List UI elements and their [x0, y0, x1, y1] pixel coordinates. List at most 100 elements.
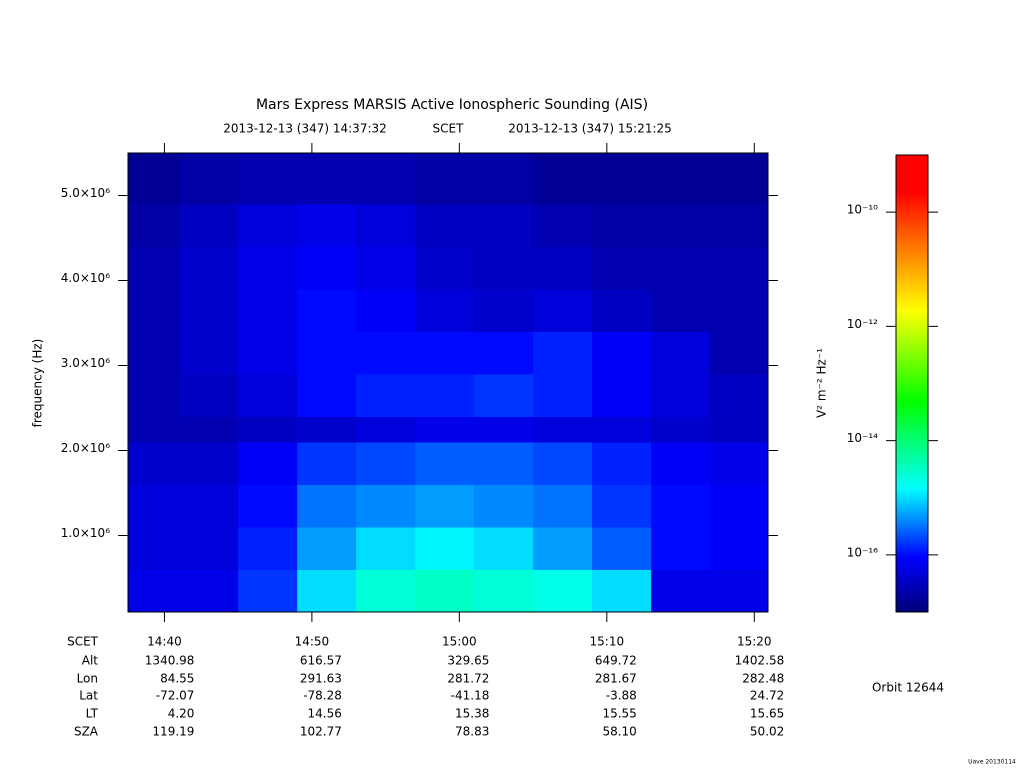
ephemeris-value: 1340.98 — [145, 654, 195, 668]
x-tick-label: 15:00 — [442, 635, 477, 649]
x-tick-label: 14:40 — [147, 635, 182, 649]
heatmap-cell — [474, 153, 534, 205]
y-tick-label: 4.0×10⁶ — [61, 271, 110, 285]
x-tick-label: 15:20 — [737, 635, 772, 649]
ephemeris-value: 14.56 — [308, 707, 342, 721]
heatmap-cell — [179, 416, 239, 443]
heatmap-cell — [128, 289, 180, 332]
ephemeris-value: 15.55 — [602, 707, 636, 721]
heatmap-cell — [592, 374, 652, 417]
ephemeris-value: 291.63 — [300, 672, 342, 686]
heatmap-cell — [238, 204, 298, 247]
ephemeris-value: 281.67 — [595, 672, 637, 686]
heatmap-cell — [356, 374, 416, 417]
heatmap-cell — [474, 416, 534, 443]
heatmap-cell — [297, 289, 357, 332]
y-tick-label: 3.0×10⁶ — [61, 356, 110, 370]
heatmap-cell — [710, 527, 769, 570]
heatmap-cell — [238, 527, 298, 570]
heatmap-cell — [179, 153, 239, 205]
subtitle-frame: SCET — [433, 122, 465, 136]
heatmap-cell — [533, 204, 593, 247]
heatmap-cell — [415, 204, 475, 247]
ephemeris-value: -72.07 — [156, 689, 195, 703]
ephemeris-value: 282.48 — [742, 672, 784, 686]
heatmap-cell — [710, 484, 769, 528]
heatmap-cell — [474, 289, 534, 332]
subtitle-start: 2013-12-13 (347) 14:37:32 — [223, 122, 387, 136]
heatmap-cell — [238, 416, 298, 443]
heatmap-cell — [651, 484, 711, 528]
heatmap-cell — [710, 204, 769, 247]
heatmap-cell — [533, 569, 593, 613]
ephemeris-value: 119.19 — [152, 725, 194, 739]
heatmap-cell — [128, 527, 180, 570]
ephemeris-value: 15.38 — [455, 707, 489, 721]
heatmap-cell — [415, 569, 475, 613]
heatmap-cell — [592, 416, 652, 443]
heatmap-cell — [179, 569, 239, 613]
heatmap-cell — [415, 331, 475, 375]
heatmap-cell — [297, 484, 357, 528]
heatmap-cell — [474, 484, 534, 528]
heatmap-cell — [533, 289, 593, 332]
heatmap-cell — [710, 416, 769, 443]
x-tick-label: 14:50 — [295, 635, 330, 649]
heatmap-cell — [238, 374, 298, 417]
heatmap-cell — [238, 484, 298, 528]
heatmap-cell — [415, 289, 475, 332]
heatmap-cell — [592, 331, 652, 375]
ephemeris-label: SZA — [74, 725, 99, 739]
ephemeris-value: 281.72 — [447, 672, 489, 686]
heatmap-cell — [533, 416, 593, 443]
ephemeris-label: Lat — [79, 689, 98, 703]
heatmap-cell — [238, 442, 298, 485]
heatmap-cell — [474, 374, 534, 417]
y-tick-label: 2.0×10⁶ — [61, 441, 110, 455]
heatmap-cell — [651, 527, 711, 570]
ephemeris-value: 24.72 — [750, 689, 784, 703]
colorbar — [895, 154, 929, 613]
heatmap-cell — [710, 246, 769, 290]
ephemeris-label: Lon — [77, 672, 98, 686]
colorbar-tick-label: 10⁻¹² — [847, 317, 878, 331]
heatmap-cell — [474, 527, 534, 570]
heatmap-cell — [356, 527, 416, 570]
heatmap-cell — [238, 331, 298, 375]
heatmap-cell — [179, 331, 239, 375]
heatmap-cell — [651, 569, 711, 613]
heatmap-cell — [474, 204, 534, 247]
heatmap-cell — [710, 153, 769, 205]
heatmap-cell — [415, 484, 475, 528]
heatmap-cell — [415, 527, 475, 570]
heatmap-cell — [415, 153, 475, 205]
ephemeris-value: 102.77 — [300, 725, 342, 739]
heatmap-cell — [356, 153, 416, 205]
colorbar-tick-label: 10⁻¹⁴ — [847, 431, 878, 445]
heatmap-cell — [651, 331, 711, 375]
heatmap-cell — [415, 374, 475, 417]
ephemeris-label: LT — [86, 707, 99, 721]
heatmap-cell — [238, 569, 298, 613]
heatmap-cell — [592, 153, 652, 205]
heatmap-cell — [128, 442, 180, 485]
ephemeris-value: -41.18 — [451, 689, 490, 703]
heatmap-cell — [474, 331, 534, 375]
heatmap-cell — [179, 246, 239, 290]
heatmap-cell — [592, 484, 652, 528]
heatmap-cell — [179, 484, 239, 528]
ephemeris-value: 616.57 — [300, 654, 342, 668]
footer: Uave 20130114 — [968, 759, 1016, 766]
ephemeris-value: 649.72 — [595, 654, 637, 668]
heatmap-cell — [297, 204, 357, 247]
heatmap-cell — [710, 569, 769, 613]
heatmap-cell — [474, 442, 534, 485]
heatmap-cell — [179, 204, 239, 247]
heatmap-cell — [238, 289, 298, 332]
heatmap-cell — [651, 204, 711, 247]
heatmap-cell — [651, 289, 711, 332]
heatmap-cell — [651, 374, 711, 417]
heatmap-cell — [128, 569, 180, 613]
ephemeris-label: Alt — [82, 654, 99, 668]
